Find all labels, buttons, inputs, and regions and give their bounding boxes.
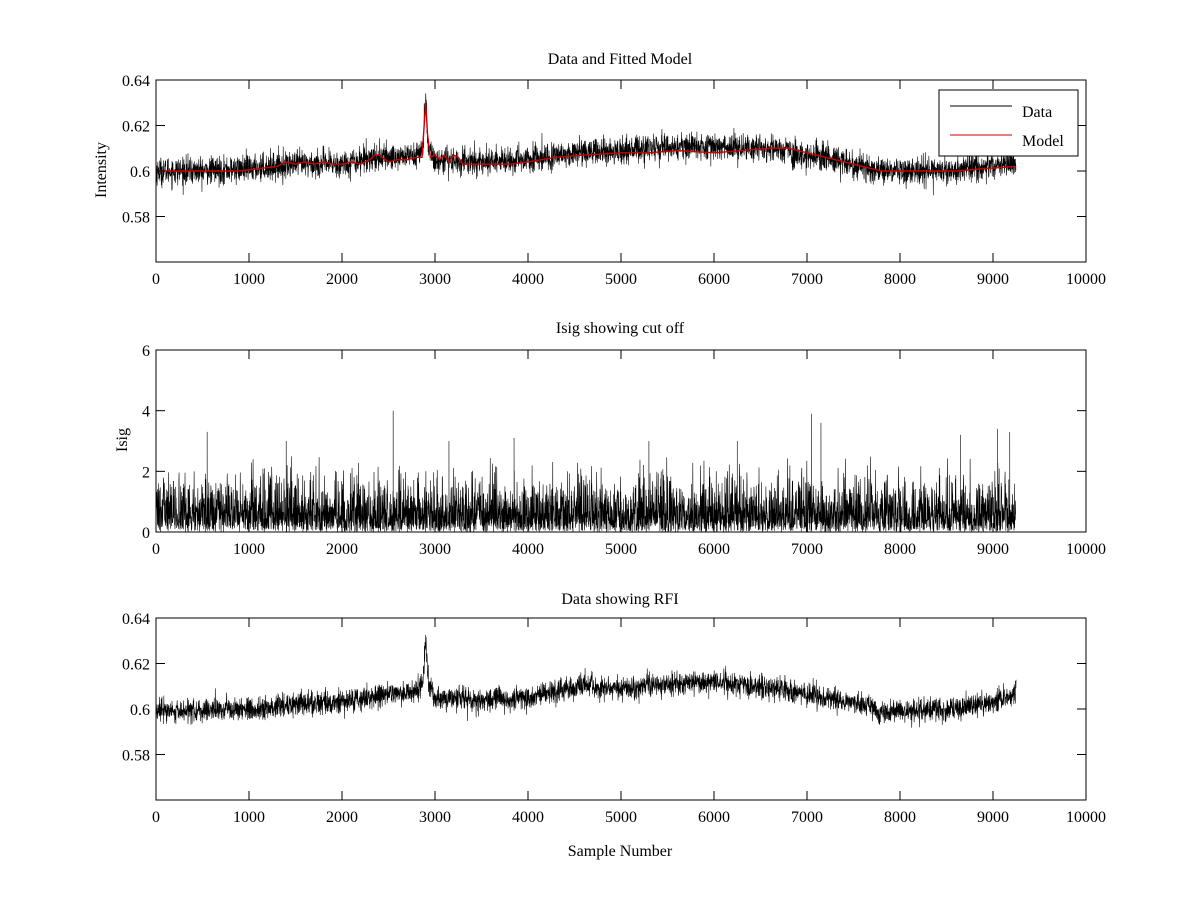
x-tick-label: 1000	[233, 271, 265, 288]
x-tick-label: 9000	[977, 541, 1009, 558]
y-tick-label: 2	[142, 464, 150, 481]
y-tick-label: 0.6	[130, 164, 150, 181]
series-line-0	[156, 93, 1017, 196]
legend: Data Model	[938, 89, 1079, 157]
x-tick-label: 6000	[698, 271, 730, 288]
y-tick-label: 0.62	[122, 657, 150, 674]
x-tick-label: 3000	[419, 271, 451, 288]
x-tick-label: 10000	[1066, 541, 1106, 558]
y-tick-label: 0.64	[122, 611, 150, 628]
panel-title: Data showing RFI	[561, 591, 678, 608]
panel-title: Data and Fitted Model	[548, 51, 693, 68]
series-line-1	[156, 102, 1017, 172]
x-tick-label: 4000	[512, 541, 544, 558]
panel-title: Isig showing cut off	[556, 320, 685, 337]
x-tick-label: 7000	[791, 541, 823, 558]
panel-data-and-model: Data and Fitted Model Intensity 0 1000 200…	[93, 51, 1106, 288]
y-tick-label: 0.58	[122, 748, 150, 765]
x-tick-label: 7000	[791, 809, 823, 826]
x-tick-label: 9000	[977, 809, 1009, 826]
x-tick-label: 4000	[512, 809, 544, 826]
y-tick-label: 0.64	[122, 73, 150, 90]
x-tick-label: 0	[152, 541, 160, 558]
x-tick-label: 7000	[791, 271, 823, 288]
x-tick-label: 8000	[884, 809, 916, 826]
legend-entry-model: Model	[1022, 133, 1064, 150]
panel-isig: Isig showing cut off Isig 0 1000 2000 3000 4…	[114, 320, 1106, 558]
x-tick-label: 6000	[698, 809, 730, 826]
y-tick-label: 0.6	[130, 702, 150, 719]
series-line-0	[156, 634, 1017, 728]
y-axis-label: Isig	[114, 428, 131, 452]
x-tick-label: 9000	[977, 271, 1009, 288]
x-tick-label: 8000	[884, 541, 916, 558]
x-tick-label: 0	[152, 809, 160, 826]
x-tick-label: 2000	[326, 541, 358, 558]
y-tick-label: 0.62	[122, 119, 150, 136]
x-tick-label: 1000	[233, 809, 265, 826]
y-tick-label: 6	[142, 343, 150, 360]
legend-box	[938, 89, 1079, 157]
x-axis-label: Sample Number	[568, 843, 673, 860]
x-tick-label: 3000	[419, 809, 451, 826]
series-line-0	[156, 410, 1017, 532]
y-axis-label: Intensity	[93, 142, 110, 198]
x-tick-label: 10000	[1066, 809, 1106, 826]
x-tick-label: 5000	[605, 271, 637, 288]
x-tick-label: 5000	[605, 809, 637, 826]
x-tick-label: 10000	[1066, 271, 1106, 288]
plot-area: 0 1000 2000 3000 4000 5000 6000 7000 8000 9000 100…	[122, 73, 1106, 288]
plot-area: 0 1000 2000 3000 4000 5000 6000 7000 8000 9000 100…	[142, 343, 1106, 558]
x-tick-label: 1000	[233, 541, 265, 558]
y-tick-label: 0	[142, 525, 150, 542]
plot-area: 0 1000 2000 3000 4000 5000 6000 7000 8000 9000 100…	[122, 611, 1106, 826]
x-tick-label: 3000	[419, 541, 451, 558]
x-tick-label: 2000	[326, 809, 358, 826]
y-tick-label: 0.58	[122, 210, 150, 227]
legend-entry-data: Data	[1022, 104, 1052, 121]
series-group	[156, 410, 1017, 532]
y-tick-label: 4	[142, 404, 150, 421]
panel-data-rfi: Data showing RFI Sample Number 0 1000 2000…	[122, 591, 1106, 860]
x-tick-label: 8000	[884, 271, 916, 288]
x-tick-label: 0	[152, 271, 160, 288]
x-tick-label: 5000	[605, 541, 637, 558]
series-group	[156, 93, 1017, 196]
series-group	[156, 634, 1017, 728]
x-tick-label: 4000	[512, 271, 544, 288]
x-tick-label: 6000	[698, 541, 730, 558]
x-tick-label: 2000	[326, 271, 358, 288]
